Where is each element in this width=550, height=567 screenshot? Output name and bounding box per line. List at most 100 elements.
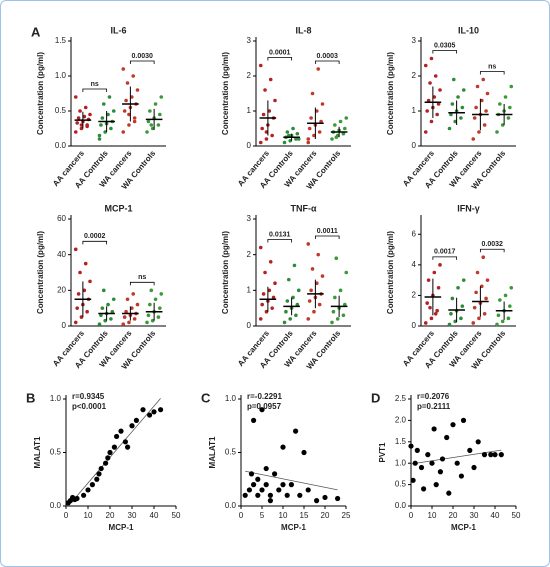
data-point xyxy=(460,417,467,423)
data-point xyxy=(267,498,273,504)
data-point xyxy=(255,492,261,498)
data-point xyxy=(148,109,152,113)
data-point xyxy=(261,292,266,296)
data-point xyxy=(294,313,298,318)
data-point xyxy=(101,288,106,293)
data-point xyxy=(280,444,286,450)
data-point xyxy=(418,464,425,471)
data-point xyxy=(509,285,514,290)
data-point xyxy=(103,318,107,323)
significance-label: 0.0305 xyxy=(434,42,456,49)
data-point xyxy=(428,305,432,310)
y-tick-label: 0 xyxy=(247,141,252,150)
data-point xyxy=(125,81,130,85)
y-tick-label: 2 xyxy=(247,71,252,80)
data-point xyxy=(446,490,452,496)
data-point xyxy=(475,270,480,275)
data-point xyxy=(456,95,460,99)
data-point xyxy=(261,112,266,117)
data-point xyxy=(263,465,269,472)
data-point xyxy=(122,315,127,319)
panel-label: B xyxy=(26,390,35,405)
data-point xyxy=(76,116,81,120)
data-point xyxy=(333,123,337,127)
data-point xyxy=(477,316,481,321)
data-point xyxy=(314,498,320,504)
y-tick-label: 1.5 xyxy=(395,437,407,446)
data-point xyxy=(429,460,435,466)
y-tick-label: 1 xyxy=(412,106,417,115)
y-tick-label: 3 xyxy=(247,36,252,45)
y-tick-label: 1 xyxy=(247,106,252,115)
data-point xyxy=(306,140,311,145)
data-point xyxy=(433,311,438,316)
chart-title: IL-10 xyxy=(458,25,479,35)
y-tick-label: 1.0 xyxy=(55,71,67,80)
data-point xyxy=(285,130,290,134)
data-point xyxy=(293,428,299,434)
data-point xyxy=(461,88,466,92)
data-point xyxy=(425,452,431,458)
data-point xyxy=(508,304,512,308)
data-point xyxy=(309,288,313,293)
data-point xyxy=(114,433,120,440)
x-tick-label: 25 xyxy=(342,511,351,520)
significance-bracket xyxy=(129,281,155,286)
data-point xyxy=(109,317,113,321)
panel-label: A xyxy=(31,24,41,39)
data-point xyxy=(449,112,453,117)
x-axis-label: MCP-1 xyxy=(451,523,476,532)
data-point xyxy=(263,270,267,275)
data-point xyxy=(149,288,154,293)
data-point xyxy=(288,138,293,143)
data-point xyxy=(425,109,429,113)
data-point xyxy=(270,306,274,310)
data-point xyxy=(75,121,79,125)
data-point xyxy=(331,309,336,314)
x-tick-label: 0 xyxy=(409,511,414,520)
y-axis-label: PVT1 xyxy=(378,442,387,463)
data-point xyxy=(426,278,431,282)
data-point xyxy=(79,126,84,131)
y-tick-label: 1.0 xyxy=(395,458,407,467)
y-tick-label: 1 xyxy=(247,285,252,294)
x-tick-label: 0 xyxy=(64,511,69,520)
data-point xyxy=(131,292,136,296)
data-point xyxy=(341,313,346,318)
data-point xyxy=(421,486,427,492)
data-point xyxy=(129,423,135,429)
data-point xyxy=(291,126,295,131)
data-point xyxy=(423,63,428,68)
data-point xyxy=(106,302,110,307)
data-point xyxy=(301,449,307,456)
data-point xyxy=(288,317,293,321)
data-point xyxy=(103,460,109,466)
data-point xyxy=(151,409,157,415)
data-point xyxy=(158,112,162,117)
data-point xyxy=(288,482,294,488)
y-tick-label: 0.0 xyxy=(225,501,237,510)
y-tick-label: 0 xyxy=(62,321,67,330)
y-tick-label: 3 xyxy=(247,214,252,223)
data-point xyxy=(149,123,154,127)
data-point xyxy=(316,67,321,71)
data-point xyxy=(460,105,465,110)
x-tick-label: 20 xyxy=(321,511,330,520)
y-tick-label: 4 xyxy=(412,260,417,269)
significance-bracket xyxy=(267,239,293,243)
data-point xyxy=(280,482,286,488)
data-point xyxy=(438,88,442,92)
y-tick-label: 0.5 xyxy=(50,448,62,457)
data-point xyxy=(267,288,272,293)
data-point xyxy=(85,309,89,314)
chart-title: IL-8 xyxy=(295,25,311,35)
data-point xyxy=(110,309,115,314)
y-axis-label: MALAT1 xyxy=(208,436,217,468)
y-tick-label: 0.5 xyxy=(225,448,237,457)
data-point xyxy=(447,322,452,327)
data-point xyxy=(282,140,287,145)
data-point xyxy=(317,130,322,134)
data-point xyxy=(100,306,105,310)
data-point xyxy=(75,306,79,310)
data-point xyxy=(127,123,131,127)
